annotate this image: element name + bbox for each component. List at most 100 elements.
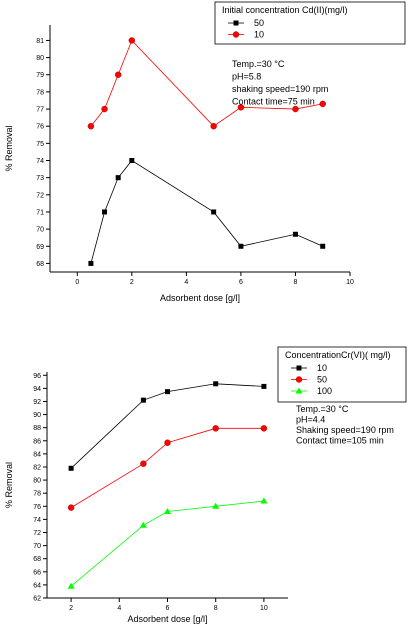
y-tick-label: 77 — [36, 107, 44, 114]
y-tick-label: 92 — [33, 399, 41, 406]
data-point — [213, 381, 219, 387]
y-tick-label: 68 — [33, 556, 41, 563]
y-tick-label: 78 — [33, 491, 41, 498]
annotation-text: Temp.=30 °C — [232, 59, 285, 69]
y-tick-label: 94 — [33, 386, 41, 393]
series-line — [70, 383, 264, 469]
annotation-block: Temp.=30 °C pH=5.8 shaking speed=190 rpm Co… — [232, 59, 328, 107]
series-10 — [68, 381, 267, 471]
y-tick-label: 90 — [33, 412, 41, 419]
annotation-text: Temp.=30 °C — [296, 404, 349, 414]
annotation-text: pH=4.4 — [296, 415, 325, 425]
data-point — [212, 502, 220, 509]
legend-entry-label: 100 — [317, 386, 332, 396]
legend-entry-label: 50 — [317, 375, 327, 385]
x-tick-label: 6 — [166, 605, 170, 612]
chart-1: 0 2 4 6 8 106869707172737475767778798081Adsor… — [4, 1, 406, 303]
data-point — [292, 105, 299, 113]
legend-entry-label: 10 — [254, 30, 264, 40]
legend-marker — [295, 376, 303, 383]
data-point — [164, 508, 171, 515]
y-tick-label: 86 — [33, 438, 41, 445]
y-tick-label: 74 — [36, 158, 44, 165]
data-point — [102, 209, 108, 215]
series-50 — [88, 158, 326, 266]
y-tick-label: 72 — [36, 192, 44, 199]
series-line — [90, 159, 323, 264]
data-point — [114, 71, 122, 78]
x-tick-label: 2 — [69, 605, 73, 612]
legend-title: ConcentrationCr(VI)( mg/l) — [285, 350, 391, 360]
data-point — [260, 425, 268, 432]
annotation-text: Contact time=105 min — [296, 436, 384, 446]
x-tick-label: 8 — [214, 605, 218, 612]
y-tick-label: 73 — [36, 175, 44, 182]
y-tick-label: 71 — [36, 209, 44, 216]
data-point — [211, 209, 217, 215]
x-tick-label: 8 — [294, 279, 298, 286]
y-tick-label: 79 — [36, 72, 44, 79]
data-point — [88, 260, 94, 266]
legend-title: Initial concentration Cd(II)(mg/l) — [222, 5, 348, 15]
data-point — [87, 123, 95, 130]
x-tick-label: 2 — [130, 279, 134, 286]
data-point — [212, 425, 219, 432]
y-tick-label: 81 — [36, 38, 44, 45]
data-point — [129, 158, 135, 164]
y-tick-label: 82 — [33, 464, 41, 471]
series-100 — [67, 497, 268, 589]
x-axis-label: Adsorbent dose [g/l] — [127, 614, 207, 624]
y-tick-label: 74 — [33, 517, 41, 524]
data-point — [68, 465, 74, 471]
data-point — [238, 243, 244, 249]
x-tick-label: 10 — [260, 605, 268, 612]
data-point — [164, 439, 171, 446]
x-tick-label: 4 — [117, 605, 121, 612]
y-tick-label: 69 — [36, 244, 44, 251]
data-point — [210, 123, 217, 130]
legend-entry-label: 50 — [254, 18, 264, 28]
data-point — [115, 175, 121, 181]
legend: Initial concentration Cd(II)(mg/l) 50 10 — [214, 1, 406, 45]
legend-box — [214, 1, 406, 45]
annotation-text: pH=5.8 — [232, 72, 261, 82]
x-tick-label: 0 — [75, 279, 79, 286]
data-point — [261, 383, 267, 389]
x-tick-label: 6 — [239, 279, 243, 286]
legend-entry-label: 10 — [317, 363, 327, 373]
y-tick-label: 70 — [36, 227, 44, 234]
data-point — [292, 231, 298, 237]
y-tick-label: 68 — [36, 261, 44, 268]
y-tick-label: 64 — [33, 582, 41, 589]
y-tick-label: 84 — [33, 451, 41, 458]
y-tick-label: 66 — [33, 569, 41, 576]
data-point — [320, 243, 326, 249]
x-tick-label: 4 — [184, 279, 188, 286]
series-10 — [87, 37, 326, 130]
annotation-text: Shaking speed=190 rpm — [296, 425, 394, 435]
y-tick-label: 78 — [36, 89, 44, 96]
y-axis-label: % Removal — [4, 125, 14, 171]
data-point — [67, 504, 75, 511]
data-point — [260, 497, 268, 504]
y-tick-label: 75 — [36, 141, 44, 148]
y-tick-label: 76 — [33, 504, 41, 511]
x-tick-label: 10 — [346, 279, 354, 286]
y-tick-label: 62 — [33, 596, 41, 603]
annotation-text: shaking speed=190 rpm — [232, 84, 328, 94]
data-point — [165, 389, 170, 395]
data-point — [67, 582, 75, 589]
y-tick-label: 70 — [33, 543, 41, 550]
data-point — [101, 105, 108, 113]
y-tick-label: 76 — [36, 124, 44, 131]
legend-marker — [295, 387, 303, 394]
data-point — [139, 521, 147, 528]
y-tick-label: 72 — [33, 530, 41, 537]
annotation-text: Contact time=75 min — [232, 97, 315, 107]
x-axis-label: Adsorbent dose [g/l] — [160, 293, 240, 303]
series-line — [90, 39, 323, 127]
y-tick-label: 80 — [36, 55, 44, 62]
